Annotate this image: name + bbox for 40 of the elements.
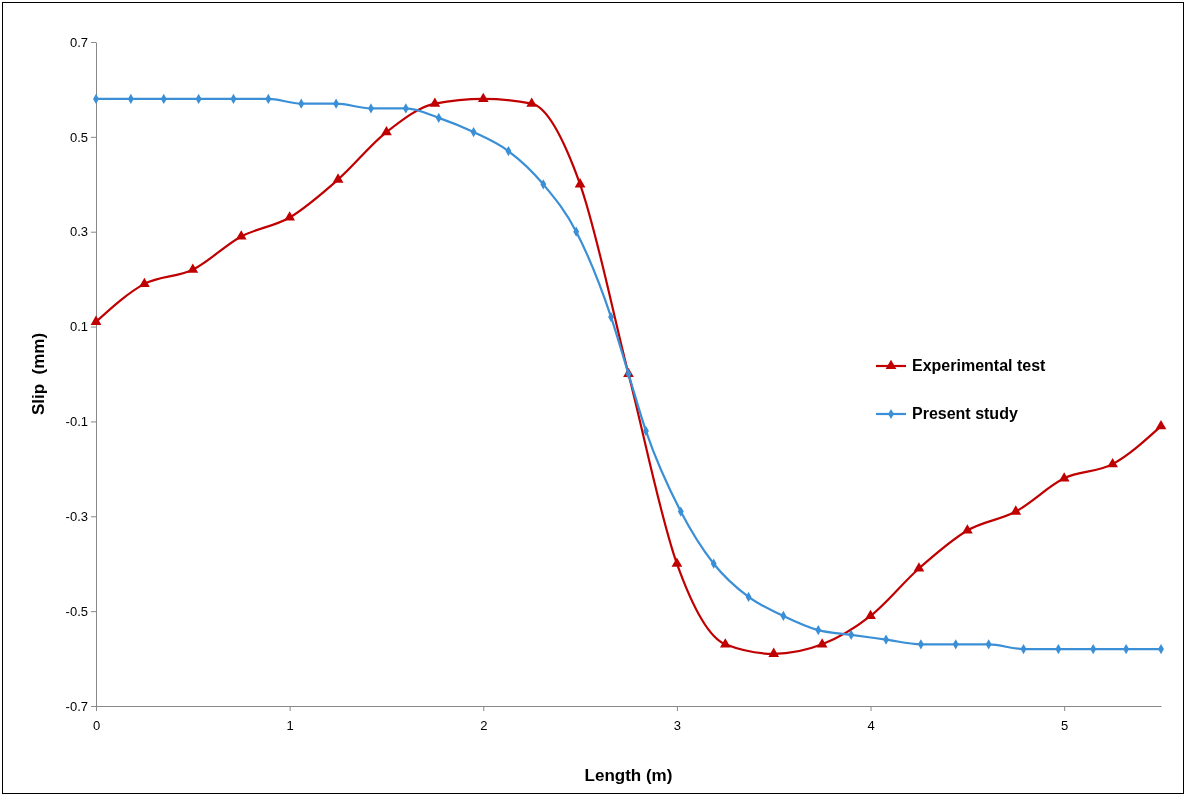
y-tick-label: 0.7	[69, 34, 88, 50]
y-tick-label: -0.1	[65, 414, 88, 430]
point	[381, 125, 392, 136]
point	[90, 315, 102, 325]
point	[429, 97, 441, 107]
point	[332, 173, 344, 183]
point	[865, 609, 876, 619]
y-tick-label: -0.5	[65, 603, 88, 619]
point	[816, 638, 828, 648]
point	[477, 92, 489, 103]
point	[1010, 505, 1022, 515]
legend-label: Present study	[912, 405, 1018, 422]
y-tick-label: 0.1	[69, 319, 88, 335]
x-tick-label: 2	[480, 717, 488, 733]
point	[284, 211, 296, 221]
point	[187, 263, 199, 273]
legend-label: Experimental test	[912, 357, 1047, 374]
y-tick-label: 0.5	[69, 129, 88, 145]
point	[671, 557, 683, 567]
point	[768, 647, 780, 657]
point	[913, 562, 925, 572]
point	[235, 230, 247, 240]
point	[574, 178, 586, 188]
y-axis-title: Slip (mm)	[29, 332, 48, 416]
point	[961, 524, 973, 534]
point	[139, 277, 150, 287]
point	[1058, 472, 1070, 482]
x-tick-label: 0	[92, 717, 101, 733]
point	[1155, 419, 1167, 430]
x-tick-label: 4	[867, 717, 875, 733]
point	[1107, 457, 1118, 468]
point	[719, 638, 731, 648]
point	[526, 97, 538, 107]
x-tick-label: 3	[673, 717, 682, 733]
y-tick-label: 0.3	[69, 224, 88, 240]
x-tick-label: 5	[1061, 717, 1069, 733]
y-tick-label: -0.7	[65, 698, 88, 714]
x-tick-label: 1	[286, 717, 294, 733]
y-tick-label: -0.3	[65, 508, 88, 524]
x-axis-title: Length (m)	[584, 766, 673, 785]
